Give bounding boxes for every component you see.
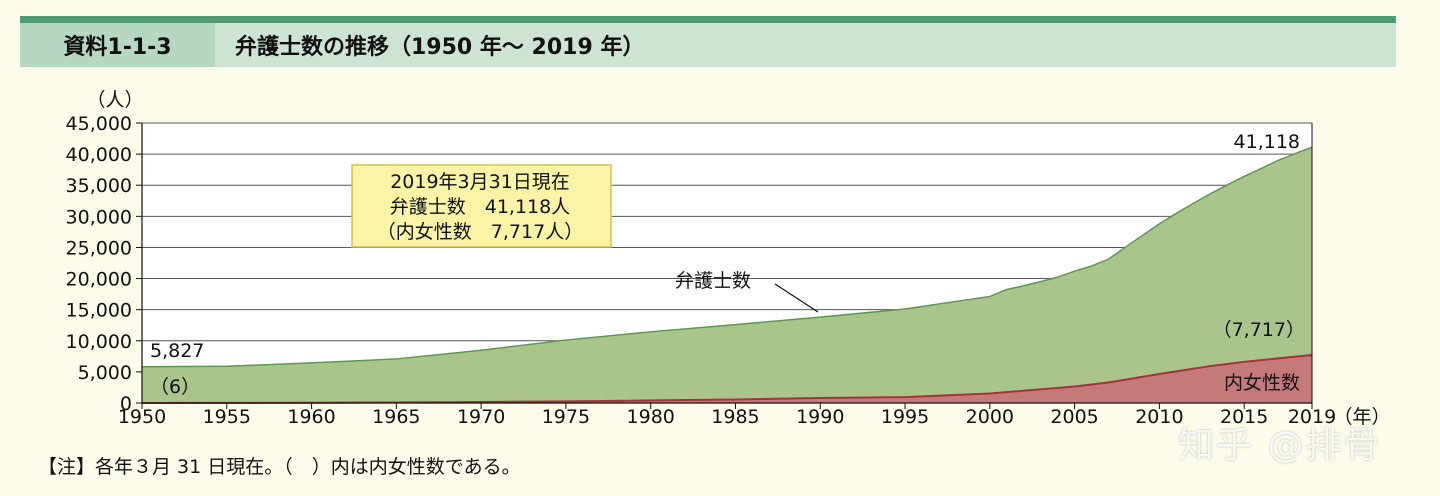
x-tick-label: 1980 (627, 406, 675, 428)
callout-line: 2019年3月31日現在 (390, 171, 570, 193)
footnote: 【注】各年３月 31 日現在。（ ）内は内女性数である。 (38, 456, 521, 478)
x-tick-label: 1990 (796, 406, 844, 428)
y-tick-label: 5,000 (78, 362, 132, 384)
y-tick-label: 40,000 (66, 144, 132, 166)
label-end-total: 41,118 (1234, 131, 1300, 153)
figure-id: 資料1-1-3 (20, 23, 215, 67)
series-line-total (141, 146, 1313, 368)
x-tick-label: 2005 (1050, 406, 1098, 428)
callout-box (351, 164, 612, 248)
series-area-total (142, 147, 1312, 403)
y-tick-label: 15,000 (66, 300, 132, 322)
x-tick-label: 1970 (457, 406, 505, 428)
x-tick-label: 1955 (203, 406, 251, 428)
x-tick-label: 1975 (542, 406, 590, 428)
y-tick-label: 25,000 (66, 237, 132, 259)
y-tick-label: 0 (120, 393, 132, 415)
x-tick-label: 1965 (372, 406, 420, 428)
x-tick-label: 2019 (1288, 406, 1336, 428)
title-bar: 資料1-1-3 弁護士数の推移（1950 年〜 2019 年） (20, 23, 1396, 67)
y-tick-label: 30,000 (66, 206, 132, 228)
label-start-total: 5,827 (150, 340, 204, 362)
x-tick-label: 1960 (287, 406, 335, 428)
series-label-total: 弁護士数 (675, 270, 751, 292)
x-tick-label: 2000 (966, 406, 1014, 428)
y-tick-label: 20,000 (66, 269, 132, 291)
x-tick-label: 2015 (1220, 406, 1268, 428)
y-tick-label: 45,000 (66, 113, 132, 135)
y-tick-label: 35,000 (66, 175, 132, 197)
label-start-female: （6） (150, 376, 200, 398)
header-rule (20, 16, 1396, 23)
series-area-female (142, 354, 1312, 403)
x-tick-label: 2010 (1135, 406, 1183, 428)
x-tick-label: 1950 (118, 406, 166, 428)
series-label-female: 内女性数 (1224, 372, 1300, 394)
watermark: 知乎 @排骨 (1178, 425, 1382, 466)
series-label-leader (774, 283, 819, 313)
callout-line: （内女性数 7,717人） (377, 221, 583, 243)
x-axis-unit: （年） (1333, 406, 1390, 428)
figure-title: 弁護士数の推移（1950 年〜 2019 年） (235, 35, 645, 60)
x-tick-label: 1995 (881, 406, 929, 428)
x-tick-label: 1985 (711, 406, 759, 428)
callout-line: 弁護士数 41,118人 (390, 196, 570, 218)
y-tick-label: 10,000 (66, 331, 132, 353)
label-end-female: （7,717） (1213, 319, 1305, 341)
y-axis-unit: （人） (86, 89, 143, 111)
